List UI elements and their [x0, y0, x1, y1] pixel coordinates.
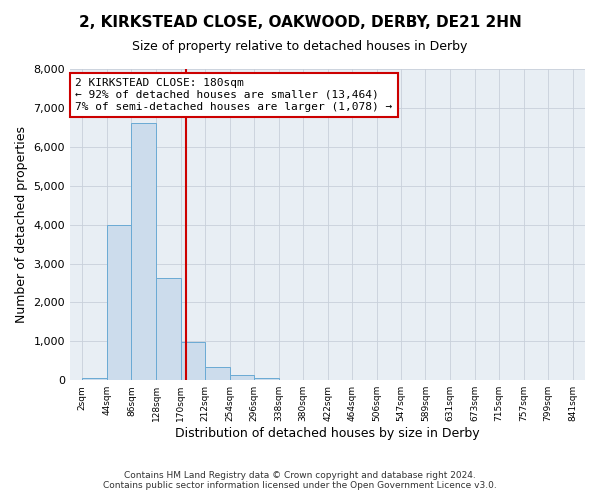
Bar [131, 122, 156, 380]
Bar [205, 367, 230, 380]
Bar [254, 378, 279, 380]
Text: 2, KIRKSTEAD CLOSE, OAKWOOD, DERBY, DE21 2HN: 2, KIRKSTEAD CLOSE, OAKWOOD, DERBY, DE21… [79, 15, 521, 30]
Text: Contains HM Land Registry data © Crown copyright and database right 2024.
Contai: Contains HM Land Registry data © Crown c… [103, 470, 497, 490]
Bar [107, 226, 131, 380]
Bar [181, 342, 205, 380]
Text: 2 KIRKSTEAD CLOSE: 180sqm
← 92% of detached houses are smaller (13,464)
7% of se: 2 KIRKSTEAD CLOSE: 180sqm ← 92% of detac… [75, 78, 392, 112]
Y-axis label: Number of detached properties: Number of detached properties [15, 126, 28, 323]
Bar [156, 278, 181, 380]
Bar [230, 375, 254, 380]
Bar [82, 378, 107, 380]
Text: Size of property relative to detached houses in Derby: Size of property relative to detached ho… [133, 40, 467, 53]
X-axis label: Distribution of detached houses by size in Derby: Distribution of detached houses by size … [175, 427, 480, 440]
